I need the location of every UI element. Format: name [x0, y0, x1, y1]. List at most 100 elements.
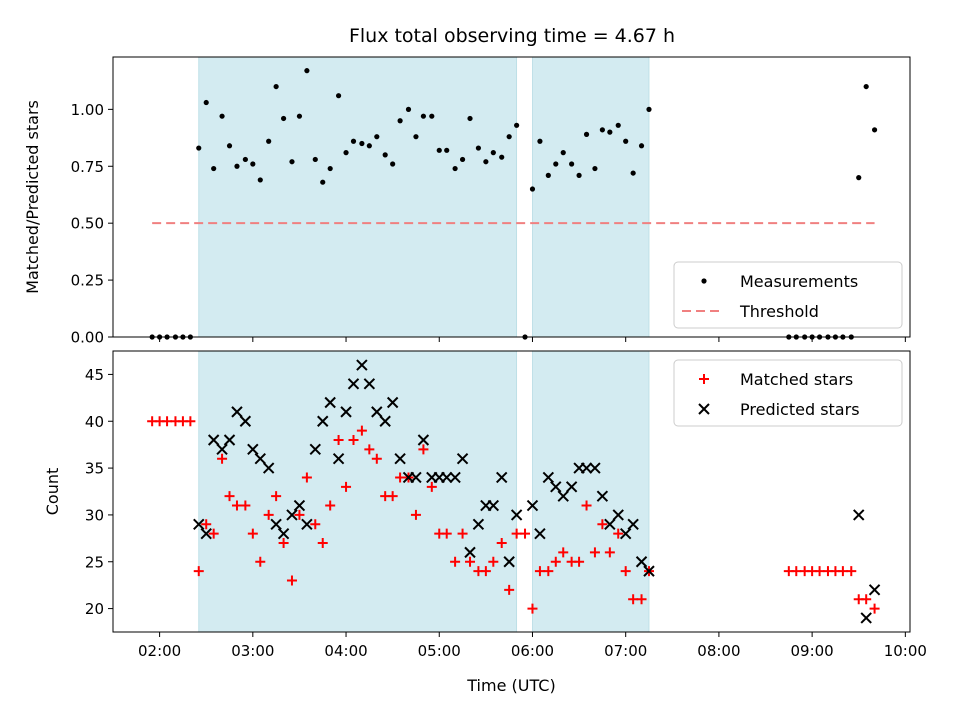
- series-measurements: [149, 68, 878, 340]
- data-point: [542, 471, 555, 484]
- data-point: [560, 150, 566, 156]
- data-point: [871, 127, 878, 133]
- data-point: [255, 556, 266, 567]
- data-point: [465, 556, 476, 567]
- data-point: [162, 416, 173, 427]
- axes-frame: [112, 56, 911, 338]
- data-point: [574, 556, 585, 567]
- y-axis-ticks: 0.00 0.25 0.50 0.75 1.00: [71, 101, 113, 347]
- observing-windows: [198, 350, 650, 633]
- plot-series: [147, 359, 881, 624]
- y-tick-label: 0.75: [71, 158, 104, 176]
- x-tick-label: 03:00: [231, 642, 274, 660]
- data-point: [397, 118, 403, 124]
- data-point: [417, 434, 430, 446]
- data-point: [201, 519, 212, 530]
- data-point: [863, 83, 869, 90]
- data-point: [364, 444, 375, 455]
- data-point: [309, 443, 321, 456]
- data-point: [856, 175, 862, 181]
- data-point: [387, 491, 398, 502]
- legend: Matched stars Predicted stars: [673, 359, 903, 427]
- data-point: [612, 509, 624, 521]
- data-point: [529, 186, 536, 192]
- data-point: [224, 491, 235, 502]
- data-point: [410, 471, 422, 484]
- data-point: [613, 528, 624, 539]
- x-tick-label: 04:00: [324, 642, 367, 660]
- data-point: [413, 134, 419, 140]
- data-point: [320, 179, 326, 185]
- data-point: [596, 490, 609, 502]
- data-point: [510, 509, 523, 521]
- data-point: [420, 113, 427, 119]
- data-point: [208, 528, 219, 539]
- data-point: [868, 584, 881, 596]
- data-point: [814, 566, 825, 577]
- data-point: [196, 145, 202, 151]
- data-point: [277, 527, 290, 540]
- data-point: [597, 519, 608, 530]
- y-tick-label: 0.25: [71, 272, 104, 290]
- observing-window: [532, 350, 650, 633]
- data-point: [257, 177, 263, 183]
- data-point: [550, 556, 561, 567]
- data-point: [304, 68, 310, 74]
- data-point: [216, 443, 228, 456]
- x-axis-ticks: [159, 337, 906, 342]
- data-point: [317, 415, 329, 427]
- data-point: [635, 556, 648, 568]
- data-point: [247, 528, 258, 539]
- data-point: [350, 138, 357, 144]
- x-tick-label: 08:00: [697, 642, 740, 660]
- data-point: [356, 425, 367, 436]
- data-point: [266, 138, 272, 144]
- ratio-plot: 0.00 0.25 0.50 0.75 1.00 Matched/Predicted s…: [23, 56, 911, 347]
- count-plot: 20 25 30 35 40 45 02:00 03:00 04:00 05:00 06:00 07…: [43, 350, 927, 695]
- data-point: [436, 147, 442, 153]
- data-point: [234, 163, 240, 169]
- data-point: [231, 406, 243, 418]
- legend-label: Predicted stars: [740, 400, 860, 419]
- data-point: [379, 415, 391, 427]
- data-point: [207, 434, 220, 446]
- legend-swatch: [701, 278, 707, 284]
- data-point: [280, 115, 287, 122]
- data-point: [496, 471, 508, 484]
- data-point: [599, 127, 605, 133]
- legend-label: Measurements: [740, 272, 858, 291]
- data-point: [325, 500, 336, 511]
- data-point: [247, 443, 259, 456]
- data-point: [203, 99, 209, 106]
- data-point: [569, 161, 575, 167]
- data-point: [278, 538, 289, 549]
- data-point: [860, 612, 872, 624]
- data-point: [620, 566, 631, 577]
- data-point: [846, 566, 857, 577]
- data-point: [545, 172, 551, 178]
- data-point: [623, 138, 629, 144]
- data-point: [347, 378, 360, 390]
- data-point: [583, 131, 590, 137]
- data-point: [534, 566, 545, 577]
- legend-label: Threshold: [739, 302, 819, 321]
- data-point: [223, 434, 236, 446]
- data-point: [456, 453, 469, 465]
- data-point: [359, 140, 365, 147]
- data-point: [499, 154, 505, 160]
- y-tick-label: 1.00: [71, 101, 104, 119]
- data-point: [607, 129, 613, 135]
- data-point: [580, 462, 593, 474]
- data-point: [589, 547, 600, 558]
- data-point: [231, 500, 242, 511]
- data-point: [262, 462, 275, 474]
- chart-title: Flux total observing time = 4.67 h: [349, 25, 675, 47]
- data-point: [296, 113, 303, 119]
- data-point: [490, 150, 496, 156]
- data-point: [356, 359, 368, 371]
- data-point: [240, 500, 251, 511]
- data-point: [581, 500, 592, 511]
- y-tick-label: 0.50: [71, 215, 104, 233]
- data-point: [374, 134, 380, 140]
